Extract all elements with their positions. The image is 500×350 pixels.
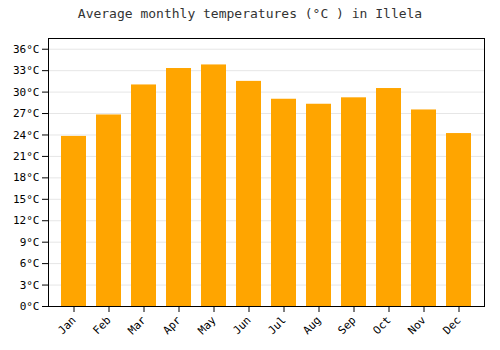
svg-text:Mar: Mar: [125, 313, 149, 337]
svg-text:6°C: 6°C: [20, 257, 40, 270]
svg-text:18°C: 18°C: [13, 171, 40, 184]
svg-text:0°C: 0°C: [20, 300, 40, 313]
svg-text:24°C: 24°C: [13, 129, 40, 142]
svg-text:Nov: Nov: [405, 313, 429, 337]
svg-text:Sep: Sep: [335, 314, 358, 337]
svg-text:Feb: Feb: [90, 314, 113, 337]
svg-text:21°C: 21°C: [13, 150, 40, 163]
svg-text:9°C: 9°C: [20, 236, 40, 249]
html-text:Average monthly temperatures (: Average monthly temperatures (°C ) in Il…: [77, 6, 423, 21]
svg-text:33°C: 33°C: [13, 64, 40, 77]
svg-text:Jan: Jan: [55, 314, 78, 337]
svg-text:3°C: 3°C: [20, 279, 40, 292]
svg-text:30°C: 30°C: [13, 86, 40, 99]
svg-text:May: May: [195, 313, 219, 337]
svg-text:Dec: Dec: [440, 314, 463, 337]
svg-text:36°C: 36°C: [13, 43, 40, 56]
svg-text:Oct: Oct: [370, 314, 393, 337]
svg-text:Aug: Aug: [300, 314, 323, 337]
svg-text:12°C: 12°C: [13, 214, 40, 227]
svg-text:Apr: Apr: [160, 313, 184, 337]
svg-text:27°C: 27°C: [13, 107, 40, 120]
svg-text:Jul: Jul: [265, 314, 288, 337]
svg-text:15°C: 15°C: [13, 193, 40, 206]
svg-text:Jun: Jun: [230, 314, 253, 337]
